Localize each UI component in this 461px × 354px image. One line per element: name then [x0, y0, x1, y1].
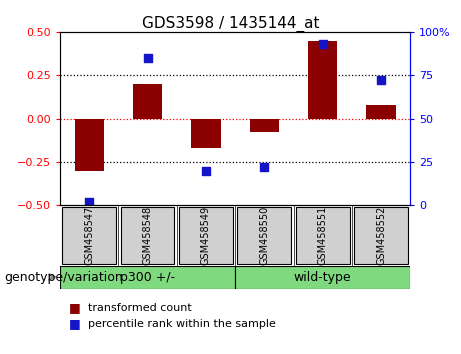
Text: GSM458551: GSM458551	[318, 206, 328, 265]
Text: GSM458552: GSM458552	[376, 206, 386, 265]
Bar	[191, 119, 220, 148]
Text: GDS3598 / 1435144_at: GDS3598 / 1435144_at	[142, 16, 319, 32]
FancyBboxPatch shape	[237, 206, 291, 264]
Text: wild-type: wild-type	[294, 270, 351, 284]
FancyBboxPatch shape	[235, 266, 410, 289]
Bar	[75, 119, 104, 171]
Text: ■: ■	[69, 318, 81, 330]
Bar	[250, 119, 279, 132]
Point	[85, 199, 93, 205]
Text: ■: ■	[69, 302, 81, 314]
Point	[378, 78, 385, 83]
FancyBboxPatch shape	[62, 206, 116, 264]
Text: percentile rank within the sample: percentile rank within the sample	[88, 319, 276, 329]
Point	[319, 41, 326, 47]
Text: GSM458549: GSM458549	[201, 206, 211, 265]
Text: GSM458548: GSM458548	[142, 206, 153, 265]
FancyBboxPatch shape	[296, 206, 349, 264]
FancyBboxPatch shape	[121, 206, 174, 264]
FancyBboxPatch shape	[60, 266, 235, 289]
Point	[144, 55, 151, 61]
Text: p300 +/-: p300 +/-	[120, 270, 175, 284]
Bar	[366, 105, 396, 119]
FancyBboxPatch shape	[354, 206, 408, 264]
FancyBboxPatch shape	[179, 206, 233, 264]
Point	[260, 164, 268, 170]
Text: GSM458550: GSM458550	[259, 206, 269, 265]
Bar	[133, 84, 162, 119]
Text: genotype/variation: genotype/variation	[5, 270, 124, 284]
Point	[202, 168, 210, 173]
Text: GSM458547: GSM458547	[84, 206, 94, 265]
Bar	[308, 41, 337, 119]
Text: transformed count: transformed count	[88, 303, 191, 313]
